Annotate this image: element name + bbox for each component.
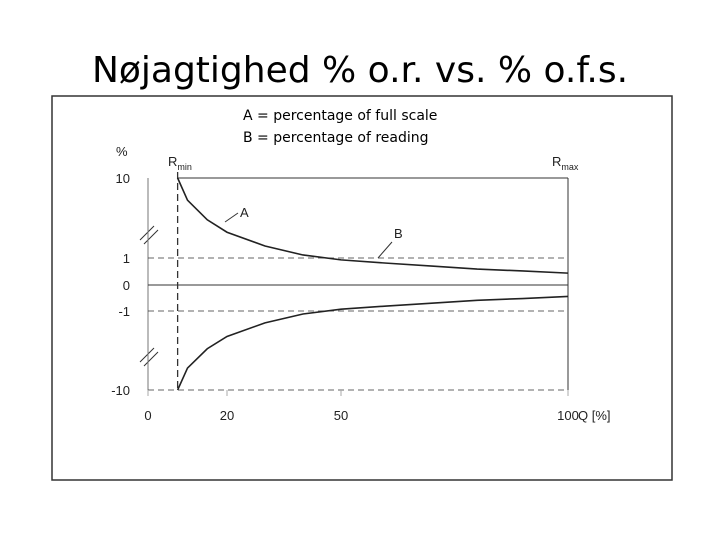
leader xyxy=(224,212,239,223)
annotation-subscript: max xyxy=(561,162,579,172)
x-tick-label: 50 xyxy=(334,408,348,423)
annotation-subscript: min xyxy=(177,162,192,172)
annotation-text: A xyxy=(240,205,249,220)
note: B = percentage of reading xyxy=(243,130,429,146)
y-tick-label: 0 xyxy=(123,278,130,293)
figure-frame xyxy=(51,95,673,481)
y-axis-label: % xyxy=(116,144,128,159)
curve xyxy=(176,295,569,391)
x-axis-label: Q [%] xyxy=(578,408,611,423)
note: A = percentage of full scale xyxy=(243,108,437,124)
curve xyxy=(176,177,569,274)
x-tick-label: 100 xyxy=(557,408,579,423)
annotation: Rmin xyxy=(168,154,192,172)
annotation: Rmax xyxy=(552,154,579,172)
x-tick-label: 20 xyxy=(220,408,234,423)
y-tick-label: 10 xyxy=(116,171,130,186)
annotation: B xyxy=(394,226,403,241)
slide-title: Nøjagtighed % o.r. vs. % o.f.s. xyxy=(92,50,628,91)
annotation-text: R xyxy=(552,154,561,169)
y-tick-label: 1 xyxy=(123,251,130,266)
y-tick-label: -1 xyxy=(118,304,130,319)
axis-break xyxy=(139,225,159,367)
annotation-text: B xyxy=(394,226,403,241)
annotation: A xyxy=(240,205,249,220)
annotation-text: R xyxy=(168,154,177,169)
y-tick-label: -10 xyxy=(111,383,130,398)
x-tick-label: 0 xyxy=(144,408,151,423)
leader xyxy=(377,241,393,259)
